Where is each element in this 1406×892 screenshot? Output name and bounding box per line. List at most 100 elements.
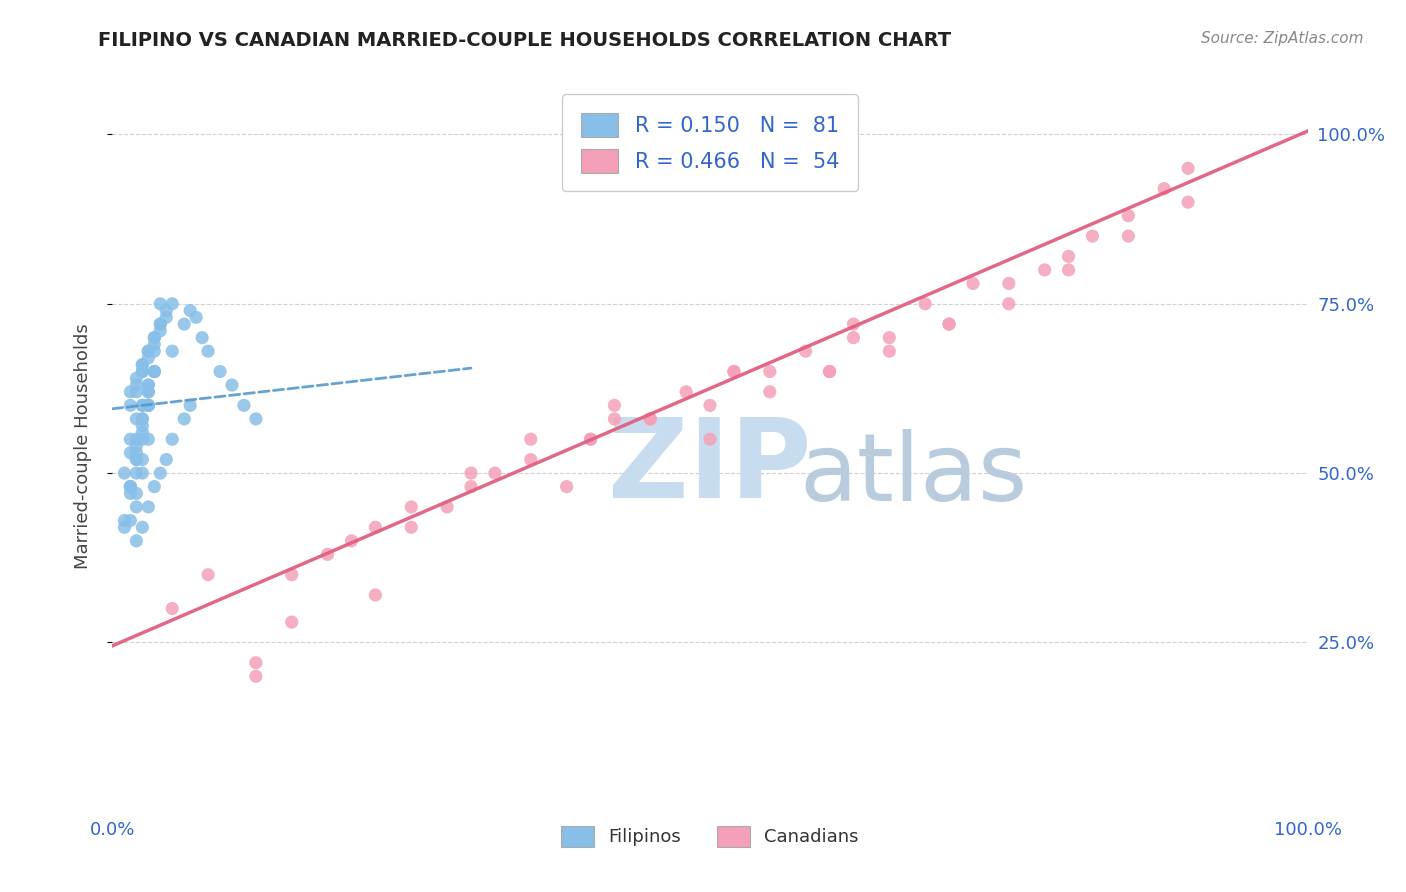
Point — [173, 317, 195, 331]
Point — [138, 378, 160, 392]
Point — [640, 412, 662, 426]
Point — [1153, 181, 1175, 195]
Point — [316, 547, 339, 561]
Point — [914, 297, 936, 311]
Point — [603, 398, 626, 412]
Point — [114, 466, 135, 480]
Point — [723, 364, 745, 378]
Point — [143, 331, 166, 345]
Point — [138, 432, 160, 446]
Point — [125, 452, 148, 467]
Point — [131, 466, 153, 480]
Point — [155, 452, 177, 467]
Point — [131, 412, 153, 426]
Point — [186, 310, 208, 325]
Point — [138, 500, 160, 514]
Point — [162, 344, 183, 359]
Point — [125, 533, 148, 548]
Point — [603, 412, 626, 426]
Point — [245, 656, 267, 670]
Point — [138, 398, 160, 412]
Point — [401, 500, 423, 514]
Point — [842, 317, 865, 331]
Point — [131, 358, 153, 372]
Point — [281, 615, 304, 629]
Point — [520, 432, 543, 446]
Point — [143, 331, 166, 345]
Point — [938, 317, 960, 331]
Point — [138, 384, 160, 399]
Point — [938, 317, 960, 331]
Point — [149, 324, 172, 338]
Point — [143, 364, 166, 378]
Point — [555, 480, 578, 494]
Point — [879, 344, 901, 359]
Point — [842, 331, 865, 345]
Point — [401, 520, 423, 534]
Point — [818, 364, 841, 378]
Point — [340, 533, 363, 548]
Point — [143, 337, 166, 351]
Point — [125, 412, 148, 426]
Point — [179, 303, 201, 318]
Point — [1057, 249, 1080, 263]
Point — [131, 358, 153, 372]
Point — [794, 344, 817, 359]
Point — [699, 432, 721, 446]
Point — [579, 432, 602, 446]
Point — [131, 452, 153, 467]
Point — [138, 351, 160, 365]
Point — [759, 364, 782, 378]
Point — [131, 425, 153, 440]
Point — [138, 398, 160, 412]
Point — [120, 432, 142, 446]
Point — [197, 567, 219, 582]
Point — [120, 398, 142, 412]
Point — [1177, 161, 1199, 176]
Point — [125, 500, 148, 514]
Point — [149, 317, 172, 331]
Point — [460, 480, 482, 494]
Point — [221, 378, 243, 392]
Point — [699, 398, 721, 412]
Point — [436, 500, 458, 514]
Point — [998, 277, 1021, 291]
Point — [579, 432, 602, 446]
Point — [149, 466, 172, 480]
Point — [125, 432, 148, 446]
Point — [155, 303, 177, 318]
Point — [131, 412, 153, 426]
Point — [138, 344, 160, 359]
Point — [138, 344, 160, 359]
Point — [245, 669, 267, 683]
Point — [120, 480, 142, 494]
Point — [131, 432, 153, 446]
Text: atlas: atlas — [800, 429, 1028, 521]
Text: ZIP: ZIP — [609, 415, 811, 522]
Point — [179, 398, 201, 412]
Point — [120, 446, 142, 460]
Point — [640, 412, 662, 426]
Point — [131, 418, 153, 433]
Point — [131, 520, 153, 534]
Point — [245, 412, 267, 426]
Point — [138, 398, 160, 412]
Point — [1057, 263, 1080, 277]
Point — [138, 378, 160, 392]
Point — [364, 520, 387, 534]
Point — [759, 384, 782, 399]
Point — [209, 364, 232, 378]
Y-axis label: Married-couple Households: Married-couple Households — [73, 323, 91, 569]
Point — [149, 297, 172, 311]
Text: FILIPINO VS CANADIAN MARRIED-COUPLE HOUSEHOLDS CORRELATION CHART: FILIPINO VS CANADIAN MARRIED-COUPLE HOUS… — [98, 31, 952, 50]
Point — [131, 364, 153, 378]
Point — [131, 364, 153, 378]
Point — [281, 567, 304, 582]
Point — [114, 514, 135, 528]
Point — [125, 371, 148, 385]
Point — [197, 344, 219, 359]
Point — [138, 384, 160, 399]
Point — [120, 486, 142, 500]
Point — [143, 364, 166, 378]
Point — [723, 364, 745, 378]
